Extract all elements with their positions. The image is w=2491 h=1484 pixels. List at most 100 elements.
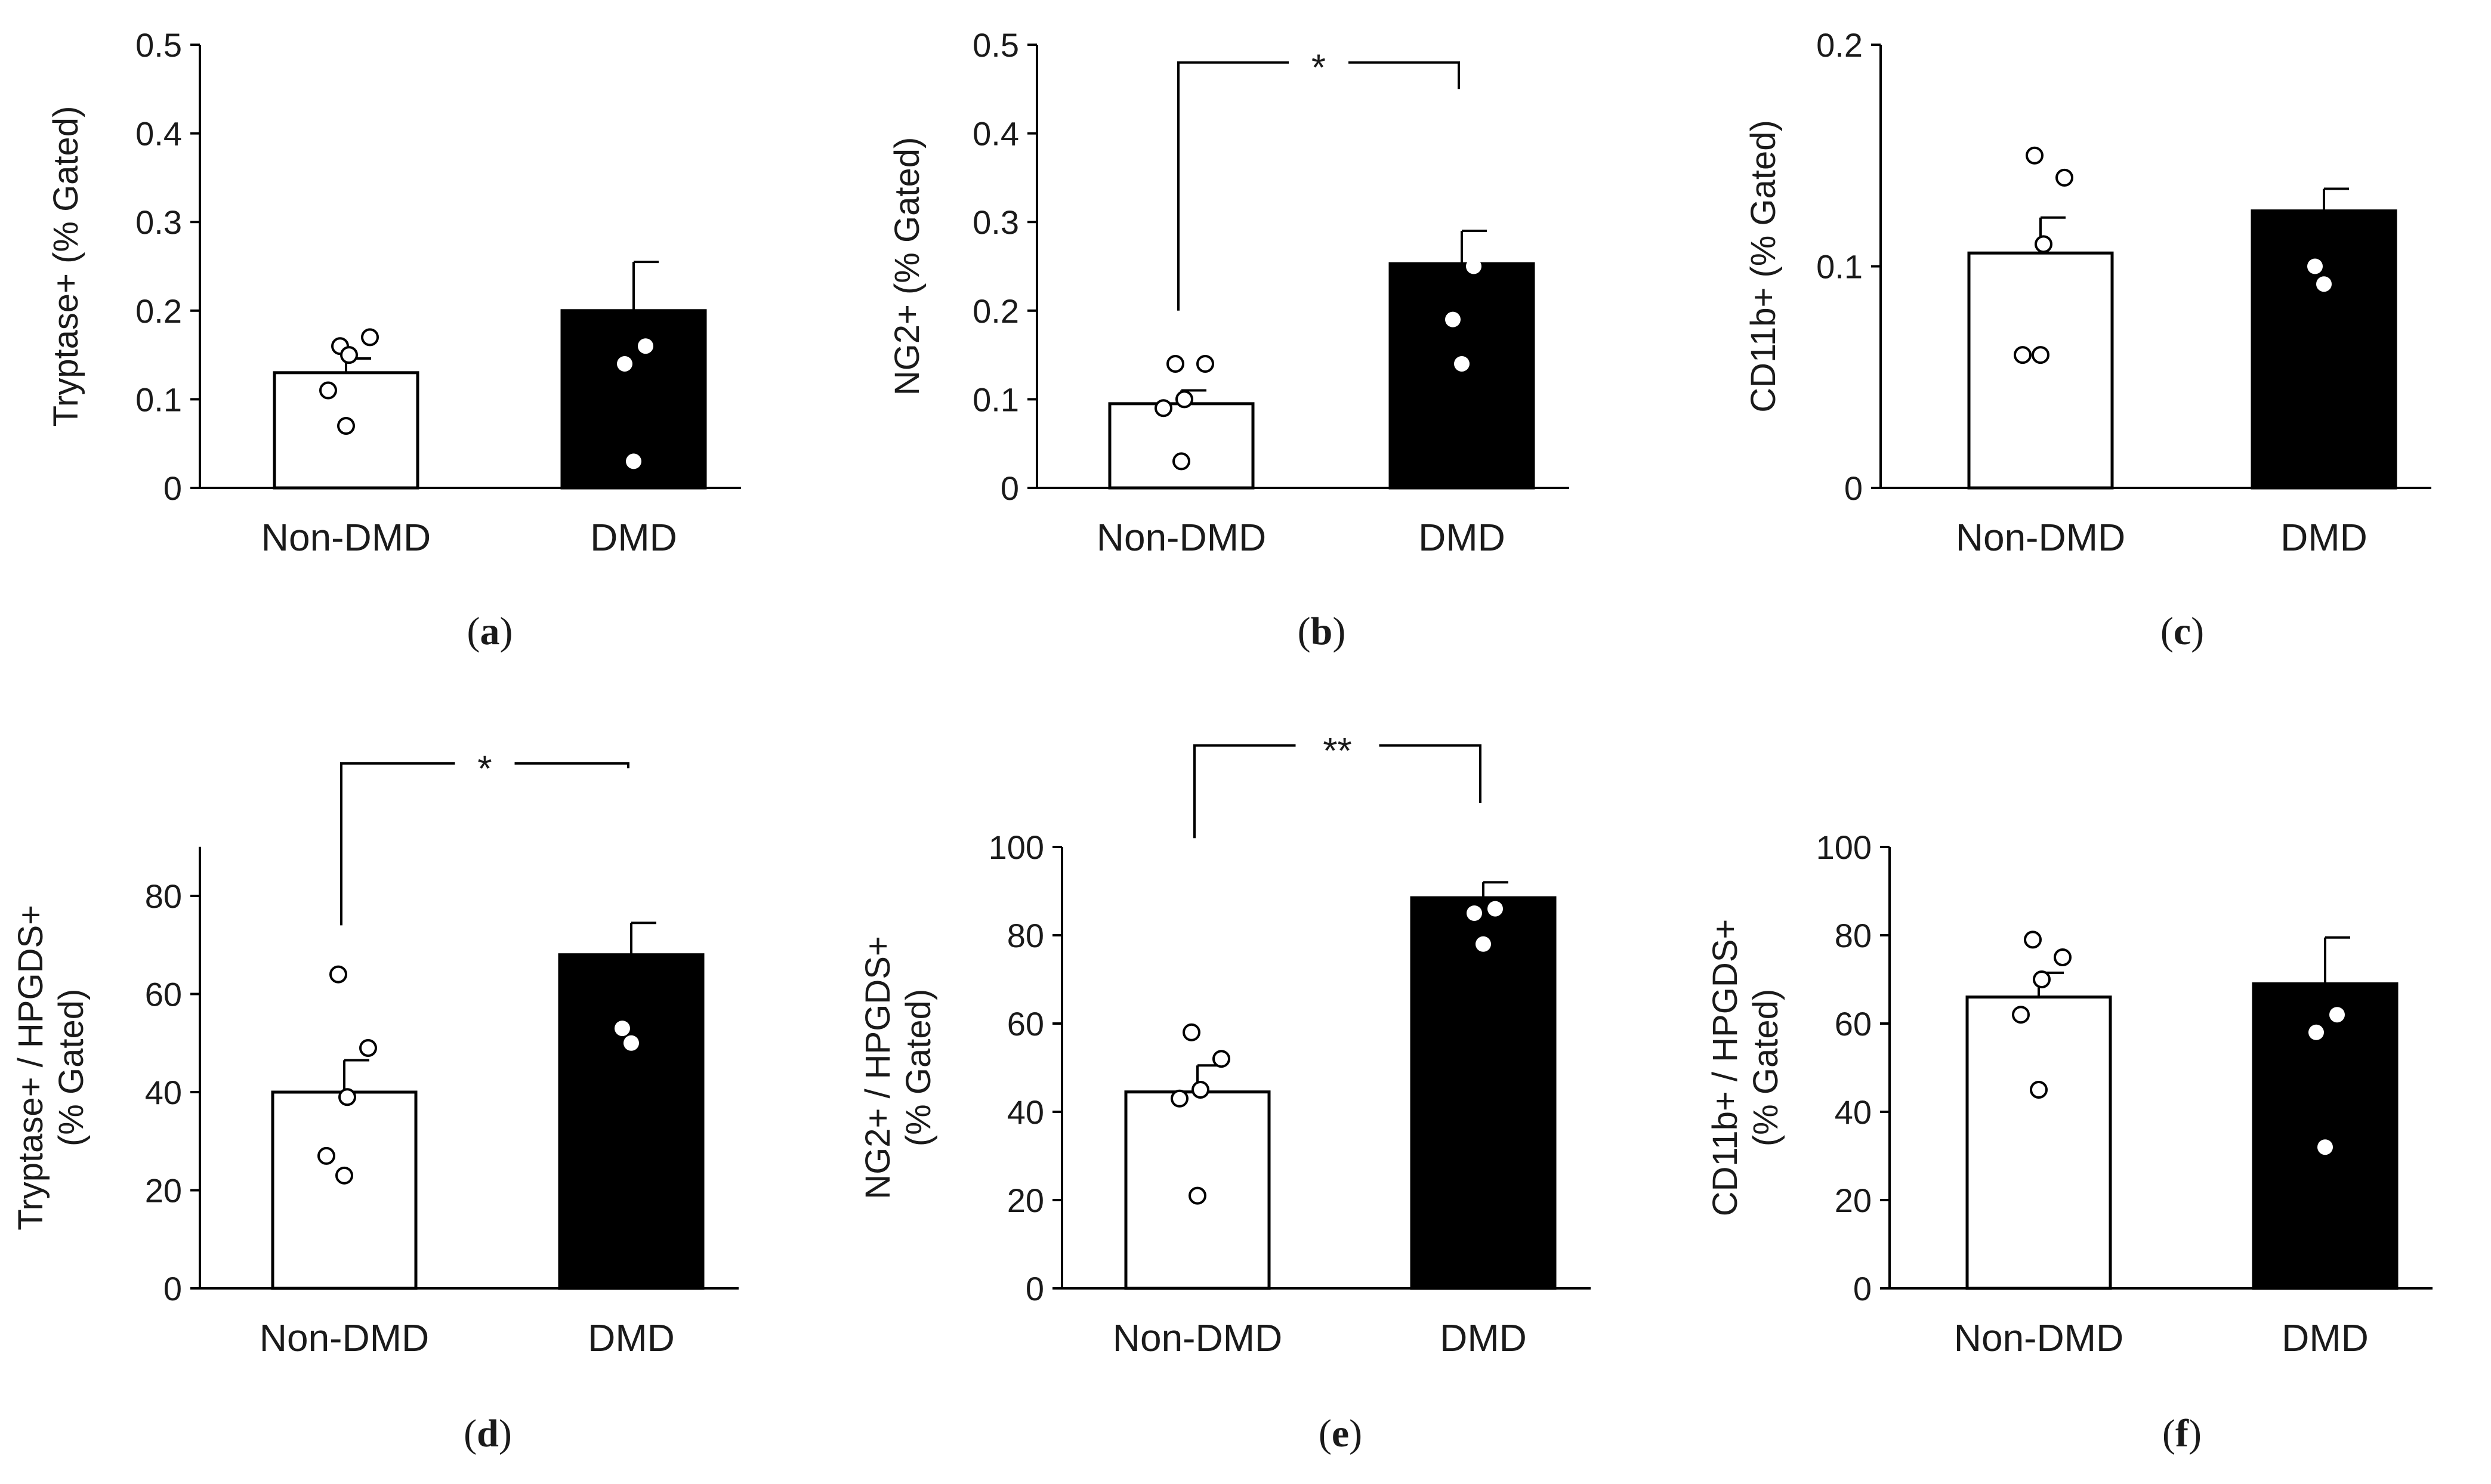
data-point	[1466, 258, 1481, 274]
y-axis-label: CD11b+ / HPGDS+ (% Gated)	[1706, 919, 1785, 1217]
panel-label: (f)	[2162, 1412, 2202, 1455]
chart-panel-f: 0 20 40 60 80 100 CD11b+ / HPGDS+ (% Gated) Non-…	[1706, 828, 2433, 1455]
category-label: DMD	[2280, 516, 2367, 559]
data-point	[623, 1035, 639, 1051]
y-tick-label: 0.5	[135, 26, 182, 64]
data-point	[2307, 258, 2323, 274]
y-tick-label: 0.3	[973, 203, 1019, 241]
category-label: Non-DMD	[1113, 1316, 1282, 1359]
data-point	[340, 346, 358, 364]
data-point	[2328, 192, 2344, 208]
panel-label: (b)	[1298, 610, 1346, 653]
y-tick-label: 40	[1007, 1093, 1044, 1131]
data-point	[2012, 1006, 2030, 1024]
data-point	[1461, 874, 1476, 891]
data-point	[1212, 1050, 1230, 1068]
data-point	[2317, 839, 2333, 855]
significance-bracket	[1177, 61, 1289, 311]
data-point	[329, 965, 347, 984]
category-label: Non-DMD	[1097, 516, 1266, 559]
bar-non-dmd	[1967, 251, 2114, 490]
data-point	[1155, 399, 1172, 418]
y-axis-label-line: NG2+ / HPGDS+	[859, 936, 897, 1199]
y-axis-label-line: (% Gated)	[52, 989, 91, 1146]
y-tick-label: 20	[145, 1172, 182, 1210]
panel-letter: d	[477, 1412, 499, 1455]
y-tick-label: 80	[145, 877, 182, 915]
y-axis-label-line: NG2+ (% Gated)	[888, 137, 927, 396]
y-axis-label: CD11b+ (% Gated)	[1744, 120, 1783, 413]
panel-label: (e)	[1319, 1412, 1362, 1455]
data-point	[1189, 1186, 1206, 1205]
data-point	[1454, 125, 1470, 141]
data-point	[317, 1146, 335, 1165]
data-point	[626, 453, 641, 469]
data-point	[2054, 948, 2072, 966]
significance-marker: *	[477, 749, 492, 790]
y-axis-label: Tryptase+ (% Gated)	[47, 106, 85, 427]
data-point	[1183, 1023, 1200, 1041]
y-tick-label: 0	[163, 469, 182, 507]
data-point	[1445, 311, 1461, 327]
y-tick-label: 0	[1853, 1270, 1872, 1307]
y-tick-label: 0.1	[973, 381, 1019, 418]
category-label: DMD	[1440, 1316, 1527, 1359]
data-point	[2316, 125, 2332, 141]
significance-bracket	[340, 762, 455, 926]
data-point	[2032, 346, 2049, 364]
data-point	[2308, 1024, 2324, 1040]
y-tick-label: 20	[1835, 1182, 1872, 1219]
data-point	[1476, 839, 1491, 855]
bar-dmd	[1388, 262, 1535, 490]
data-point	[609, 888, 624, 904]
y-tick-label: 0	[1844, 469, 1863, 507]
y-tick-label: 60	[1007, 1005, 1044, 1043]
significance-bracket	[1193, 744, 1296, 839]
y-tick-label: 80	[1835, 917, 1872, 954]
y-tick-label: 20	[1007, 1182, 1044, 1219]
data-point	[1467, 905, 1482, 921]
category-label: DMD	[2282, 1316, 2369, 1359]
bar-dmd	[558, 953, 705, 1290]
data-point	[2055, 168, 2073, 187]
bar-dmd	[2251, 209, 2397, 490]
data-point	[2024, 930, 2042, 949]
data-point	[2301, 169, 2317, 186]
y-axis-label-line: CD11b+ (% Gated)	[1744, 120, 1783, 413]
data-point	[335, 1166, 353, 1185]
data-point	[1439, 231, 1455, 248]
y-tick-label: 60	[145, 976, 182, 1013]
y-axis-label-line: CD11b+ / HPGDS+	[1706, 919, 1745, 1217]
chart-panel-b: 0 0.1 0.2 0.3 0.4 0.5 NG2+ (% Gated) Non-DMD DMD…	[888, 26, 1569, 653]
data-point	[1171, 1089, 1189, 1108]
data-point	[617, 355, 632, 372]
category-label: Non-DMD	[260, 1316, 429, 1359]
category-label: Non-DMD	[1954, 1316, 2123, 1359]
y-tick-label: 0	[1001, 469, 1019, 507]
data-point	[2035, 235, 2052, 253]
category-label: Non-DMD	[1956, 516, 2125, 559]
y-tick-label: 0.3	[135, 203, 182, 241]
panel-letter: b	[1311, 610, 1333, 653]
data-point	[361, 328, 379, 347]
data-point	[615, 1021, 630, 1037]
data-point	[638, 338, 653, 354]
data-point	[626, 107, 641, 123]
data-point	[623, 854, 639, 870]
bar-non-dmd	[271, 1090, 418, 1290]
y-tick-label: 0.4	[973, 115, 1019, 153]
category-label: DMD	[588, 1316, 675, 1359]
significance-bracket	[1379, 744, 1481, 803]
data-point	[2014, 346, 2032, 364]
data-point	[2033, 970, 2051, 988]
data-point	[1192, 1081, 1209, 1099]
significance-bracket	[514, 762, 629, 769]
data-point	[1172, 452, 1190, 471]
bar-dmd	[2252, 982, 2399, 1290]
data-point	[1476, 936, 1491, 952]
y-tick-label: 0.2	[973, 292, 1019, 330]
data-point	[2026, 146, 2044, 165]
y-axis-label-line: Tryptase+ / HPGDS+	[11, 905, 50, 1231]
bar-dmd	[1410, 896, 1557, 1290]
panel-letter: f	[2175, 1412, 2189, 1455]
